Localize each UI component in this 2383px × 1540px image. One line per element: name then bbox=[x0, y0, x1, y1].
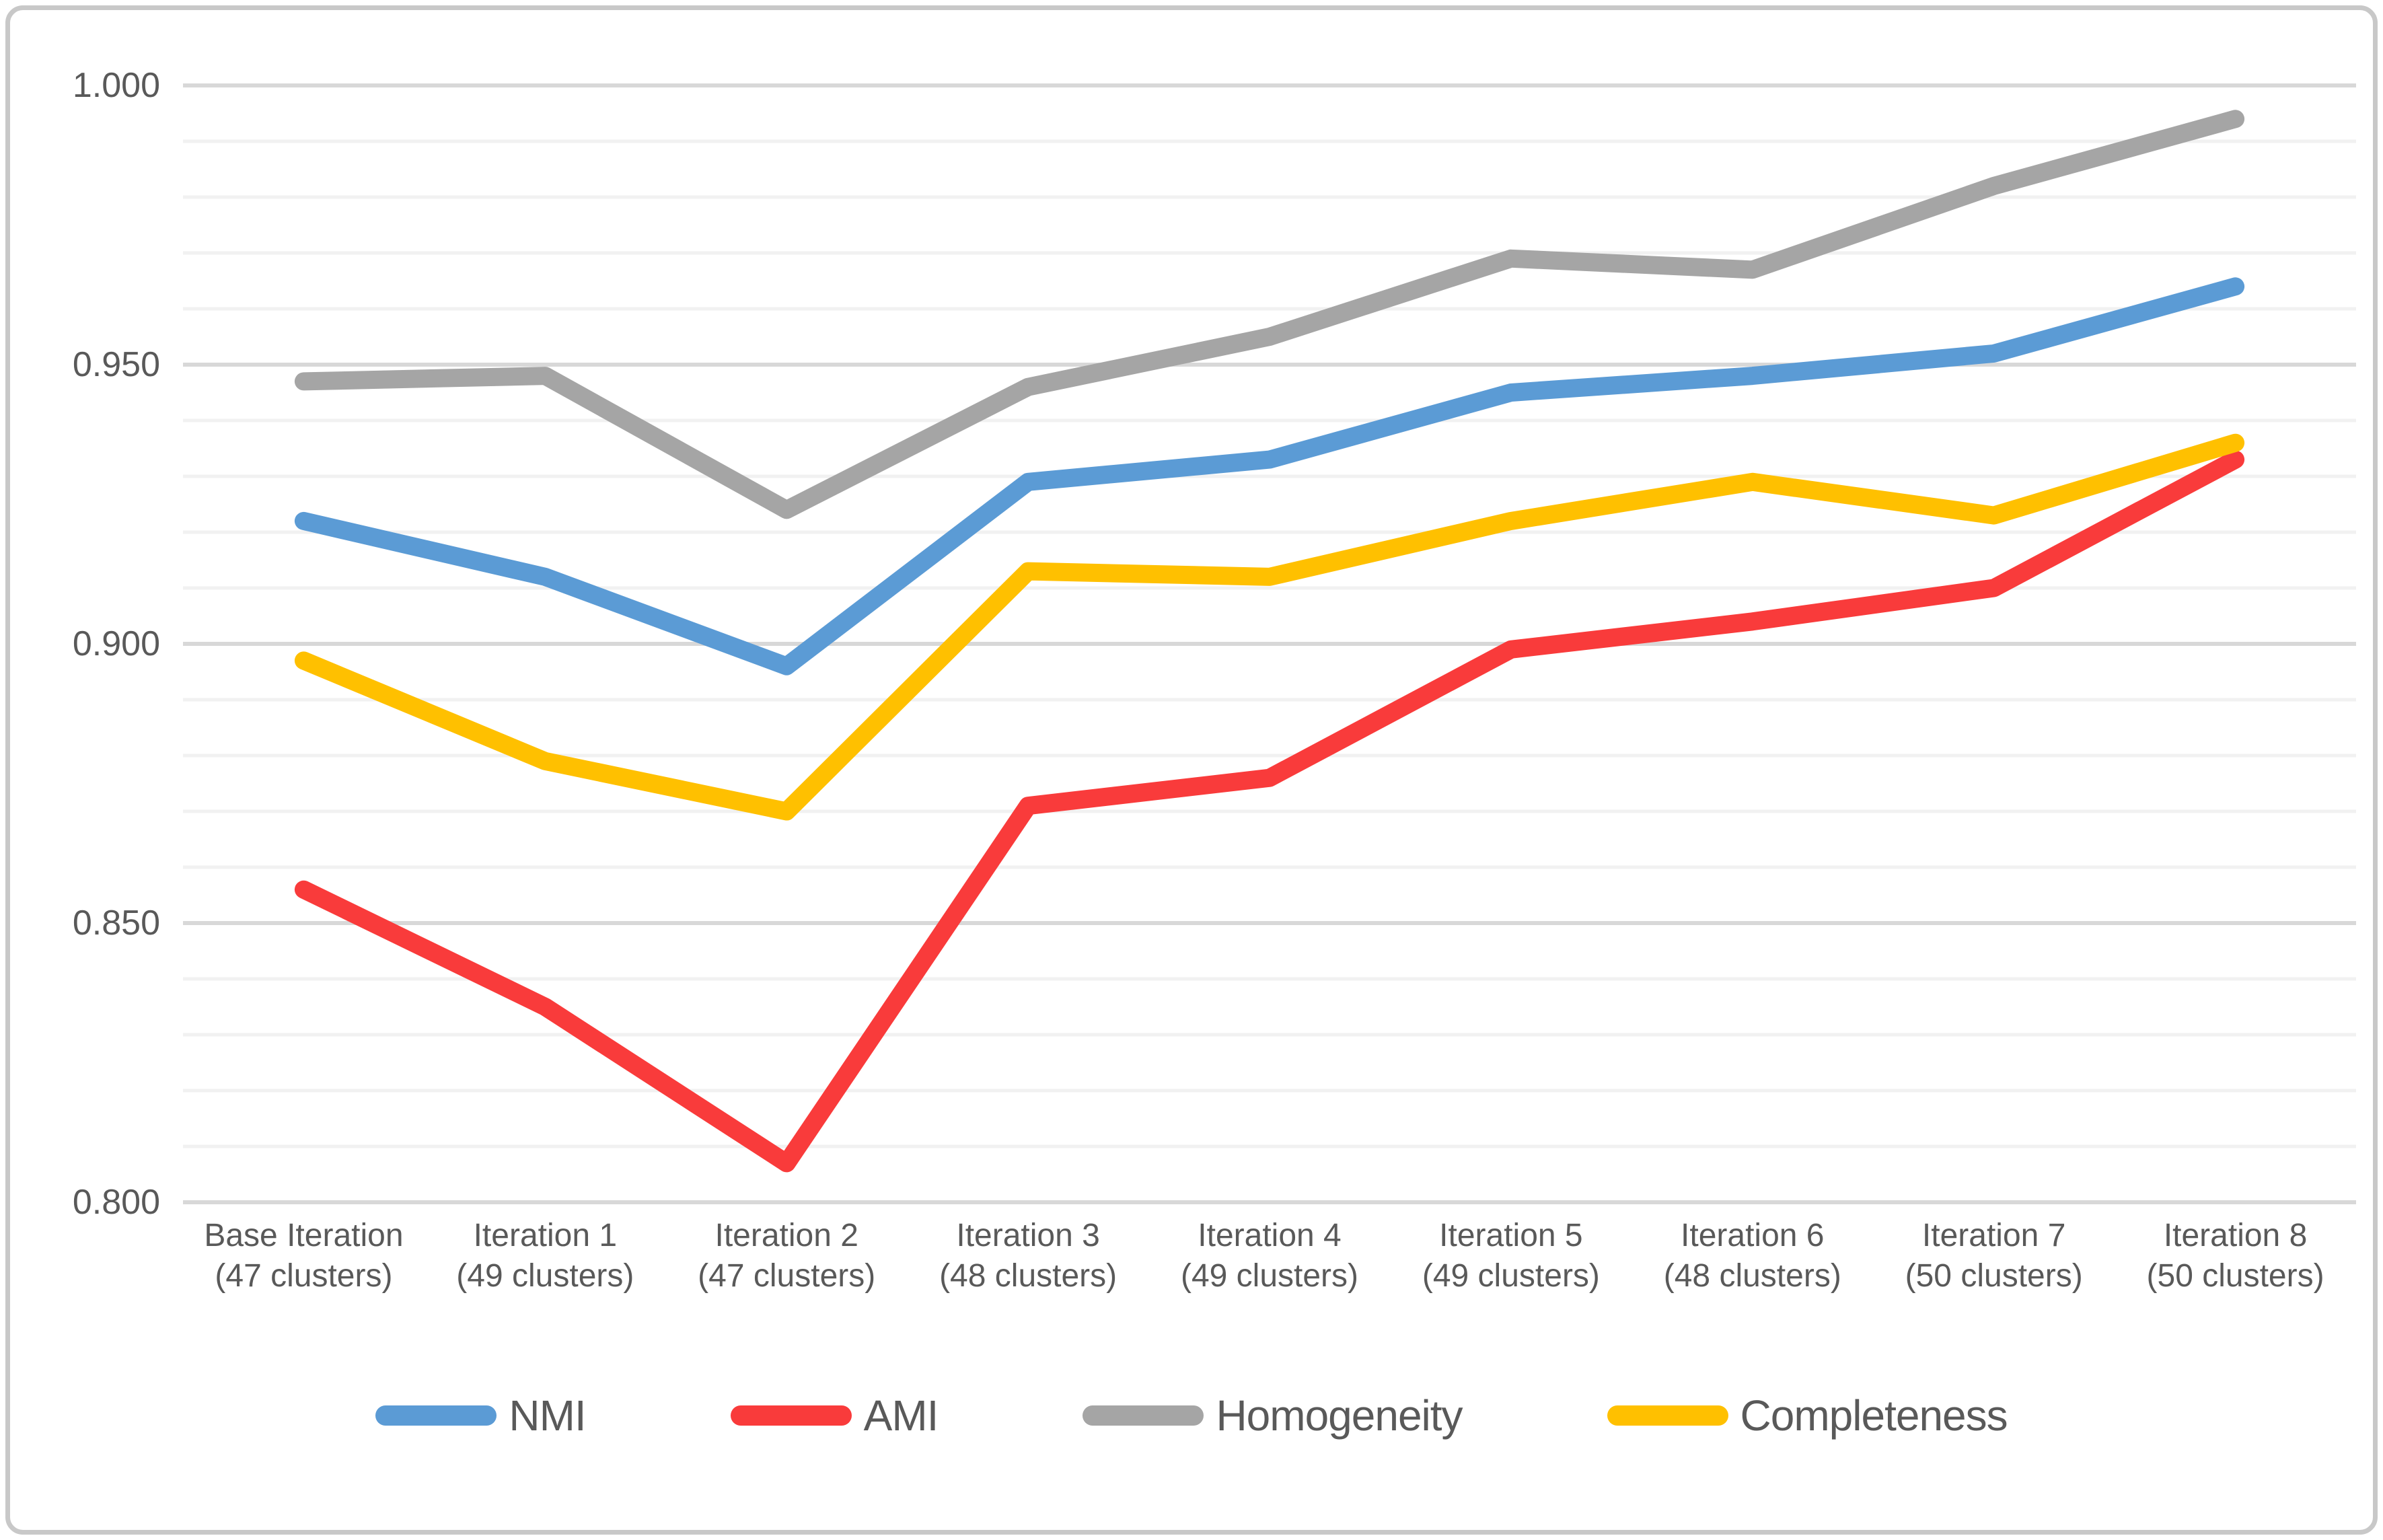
series-line-completeness bbox=[294, 433, 2245, 821]
series-line-nmi bbox=[294, 277, 2245, 675]
x-axis-tick-label: Iteration 4 (49 clusters) bbox=[1181, 1218, 1358, 1294]
x-axis-tick-label: Iteration 8 (50 clusters) bbox=[2147, 1218, 2324, 1294]
y-axis-tick-label: 0.900 bbox=[73, 624, 160, 663]
x-axis-tick-label: Iteration 6 (48 clusters) bbox=[1664, 1218, 1841, 1294]
legend-item-ami: AMI bbox=[730, 1391, 939, 1440]
legend-label: NMI bbox=[509, 1391, 586, 1440]
y-axis-tick-label: 1.000 bbox=[73, 66, 160, 105]
legend-swatch-completeness bbox=[1607, 1405, 1728, 1426]
x-axis-tick-label: Base Iteration (47 clusters) bbox=[204, 1218, 403, 1294]
y-axis-tick-label: 0.800 bbox=[73, 1183, 160, 1222]
series-line-ami bbox=[294, 450, 2245, 1173]
x-axis-tick-label: Iteration 3 (48 clusters) bbox=[939, 1218, 1117, 1294]
x-axis-tick-label: Iteration 7 (50 clusters) bbox=[1905, 1218, 2083, 1294]
y-axis-tick-label: 0.850 bbox=[73, 904, 160, 943]
legend-label: Completeness bbox=[1740, 1391, 2008, 1440]
legend-swatch-nmi bbox=[375, 1405, 497, 1426]
legend-label: Homogeneity bbox=[1216, 1391, 1463, 1440]
legend-swatch-ami bbox=[730, 1405, 852, 1426]
series-line-homogeneity bbox=[294, 110, 2245, 519]
legend-item-completeness: Completeness bbox=[1607, 1394, 2008, 1437]
chart-legend: NMI AMI Homogeneity Completeness bbox=[0, 1394, 2383, 1437]
legend-item-homogeneity: Homogeneity bbox=[1083, 1391, 1463, 1440]
legend-item-nmi: NMI bbox=[375, 1391, 587, 1440]
x-axis-tick-label: Iteration 5 (49 clusters) bbox=[1422, 1218, 1600, 1294]
legend-label: AMI bbox=[863, 1391, 939, 1440]
legend-swatch-homogeneity bbox=[1083, 1405, 1204, 1426]
x-axis-tick-label: Iteration 2 (47 clusters) bbox=[698, 1218, 875, 1294]
y-axis-tick-label: 0.950 bbox=[73, 345, 160, 384]
x-axis-tick-label: Iteration 1 (49 clusters) bbox=[456, 1218, 634, 1294]
